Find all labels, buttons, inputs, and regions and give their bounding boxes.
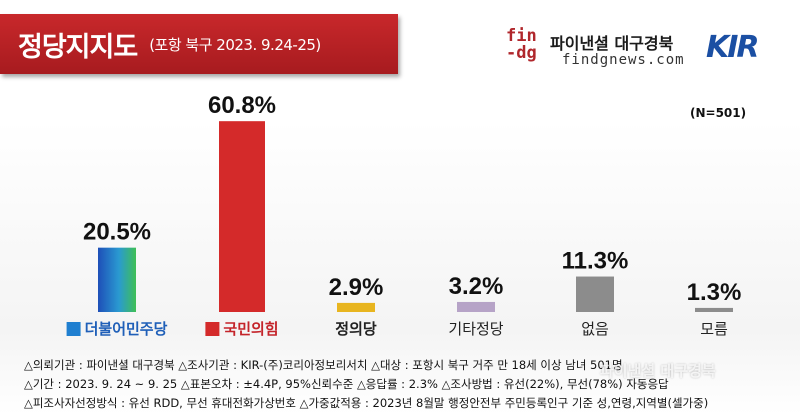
chart-subtitle: (포항 북구 2023. 9.24-25)	[149, 35, 321, 54]
category-label-unknown: 모름	[700, 318, 728, 339]
sample-size-note: (N=501)	[690, 106, 747, 120]
value-label-ppp: 60.8%	[208, 92, 276, 119]
category-text: 더불어민주당	[84, 320, 168, 338]
value-label-other: 3.2%	[449, 273, 504, 300]
brand-url: findgnews.com	[562, 52, 685, 68]
note-line-1: △의뢰기관 : 파이낸셜 대구경북 △조사기관 : KIR-(주)코리아정보리서…	[24, 358, 623, 372]
note-line-2: △기간 : 2023. 9. 24 ~ 9. 25 △표본오차 : ±4.4P,…	[24, 377, 669, 391]
survey-notes: △의뢰기관 : 파이낸셜 대구경북 △조사기관 : KIR-(주)코리아정보리서…	[24, 356, 794, 413]
value-label-unknown: 1.3%	[687, 279, 742, 306]
category-text: 기타정당	[448, 320, 504, 338]
category-text: 정의당	[335, 320, 377, 338]
category-label-other: 기타정당	[448, 318, 503, 339]
watermark: 파이낸셜 대구경북	[600, 362, 716, 380]
bar-none	[576, 276, 614, 312]
chart-title: 정당지지도	[18, 31, 138, 63]
note-line-3: △피조사자선정방식 : 유선 RDD, 무선 휴대전화가상번호 △가중값적용 :…	[24, 396, 709, 410]
bar-ppp	[219, 121, 265, 312]
ppp-logo-icon	[205, 322, 220, 336]
value-label-democratic: 20.5%	[83, 219, 151, 246]
category-text: 없음	[581, 320, 609, 338]
category-label-democratic: 더불어민주당	[66, 318, 168, 339]
category-text: 모름	[700, 320, 728, 338]
category-label-none: 없음	[581, 318, 609, 339]
brand-logo: fin -dg 파이낸셜 대구경북 findgnews.com	[506, 28, 706, 72]
value-label-justice: 2.9%	[329, 274, 384, 301]
category-label-ppp: 국민의힘	[205, 318, 279, 339]
brand-name: 파이낸셜 대구경북	[550, 34, 674, 53]
category-label-justice: 정의당	[335, 318, 376, 339]
kir-logo-icon: KIR	[706, 30, 759, 65]
bar-democratic	[98, 247, 136, 312]
bars-group	[98, 121, 733, 312]
value-labels-group: 20.5% 60.8% 2.9% 3.2% 11.3% 1.3%	[83, 92, 741, 306]
bar-justice	[337, 302, 375, 312]
title-bar: 정당지지도 (포항 북구 2023. 9.24-25)	[0, 14, 398, 74]
bar-unknown	[695, 307, 733, 312]
value-label-none: 11.3%	[562, 248, 629, 275]
democratic-logo-icon	[66, 322, 81, 336]
fin-dg-logo-icon: fin -dg	[506, 26, 537, 63]
category-text: 국민의힘	[223, 320, 279, 338]
bar-chart: 20.5% 60.8% 2.9% 3.2% 11.3% 1.3%	[83, 92, 741, 312]
bar-other	[457, 301, 495, 312]
